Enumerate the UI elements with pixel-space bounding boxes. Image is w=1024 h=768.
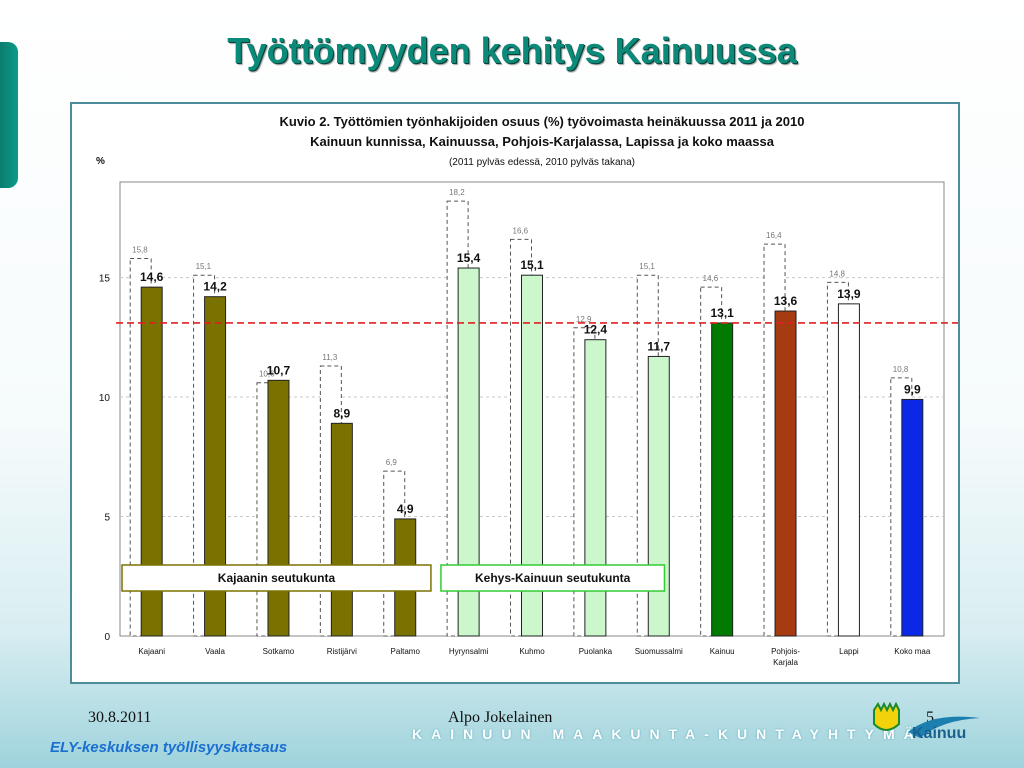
data-label-2010: 10,8 xyxy=(893,365,909,374)
bar-2011 xyxy=(584,339,607,637)
x-tick-label: Kainuu xyxy=(710,647,735,656)
footer-series-name: ELY-keskuksen työllisyyskatsaus xyxy=(50,739,288,756)
y-tick-label: 5 xyxy=(104,513,110,524)
chart-panel: Kuvio 2. Työttömien työnhakijoiden osuus… xyxy=(70,102,960,684)
x-tick-label: Vaala xyxy=(205,647,225,656)
bar-2011 xyxy=(901,398,924,637)
data-label-2011: 15,4 xyxy=(457,251,481,265)
bar-2011 xyxy=(837,303,860,637)
data-label-2011: 13,6 xyxy=(774,294,798,308)
slide-title: Työttömyyden kehitys Kainuussa xyxy=(227,30,797,71)
data-label-2010: 14,6 xyxy=(703,274,719,283)
y-axis-label: % xyxy=(96,156,105,167)
data-label-2011: 4,9 xyxy=(397,502,414,516)
x-tick-label: Suomussalmi xyxy=(635,647,683,656)
bar-2011 xyxy=(521,274,543,637)
bar-2011 xyxy=(457,267,480,637)
chart-title-line-1: Kuvio 2. Työttömien työnhakijoiden osuus… xyxy=(280,114,805,129)
bar-2011 xyxy=(330,422,353,637)
data-label-2011: 14,6 xyxy=(140,270,164,284)
data-label-2010: 6,9 xyxy=(386,458,398,467)
data-label-2010: 16,6 xyxy=(513,226,529,235)
y-tick-label: 10 xyxy=(99,393,111,404)
x-tick-label: Kuhmo xyxy=(519,647,545,656)
x-tick-label: Ristijärvi xyxy=(327,647,357,656)
chart-subtitle: (2011 pylväs edessä, 2010 pylväs takana) xyxy=(449,157,635,168)
group-label-kajaani: Kajaanin seutukunta xyxy=(218,571,336,585)
data-label-2011: 15,1 xyxy=(520,258,544,272)
x-tick-label: Koko maa xyxy=(894,647,931,656)
footer-author: Alpo Jokelainen xyxy=(448,709,553,726)
bar-2011 xyxy=(711,322,734,637)
data-label-2010: 15,1 xyxy=(639,262,655,271)
x-tick-label: Karjala xyxy=(773,658,798,667)
x-tick-label: Sotkamo xyxy=(263,647,295,656)
data-label-2011: 9,9 xyxy=(904,382,921,396)
group-box-kehys xyxy=(440,564,666,592)
data-label-2010: 15,1 xyxy=(196,262,212,271)
y-tick-label: 15 xyxy=(99,274,111,285)
bar-2011 xyxy=(204,296,227,637)
bar-2011 xyxy=(774,310,797,637)
svg-text:Kainuu: Kainuu xyxy=(912,725,966,742)
bar-2011 xyxy=(647,355,670,637)
footer-date: 30.8.2011 xyxy=(88,709,152,726)
x-tick-label: Kajaani xyxy=(138,647,165,656)
data-label-2010: 15,8 xyxy=(132,245,148,254)
x-tick-label: Puolanka xyxy=(579,647,613,656)
data-label-2011: 11,7 xyxy=(647,339,670,353)
data-label-2011: 13,1 xyxy=(710,306,734,320)
data-label-2011: 13,9 xyxy=(837,287,861,301)
data-label-2010: 18,2 xyxy=(449,188,465,197)
x-tick-label: Hyrynsalmi xyxy=(449,647,489,656)
x-tick-label: Pohjois- xyxy=(771,647,800,656)
data-label-2010: 14,8 xyxy=(829,269,845,278)
data-label-2010: 16,4 xyxy=(766,231,782,240)
data-label-2011: 10,7 xyxy=(267,363,291,377)
group-label-kehys: Kehys-Kainuun seutukunta xyxy=(475,571,631,585)
data-label-2010: 11,3 xyxy=(322,353,338,362)
data-label-2010: 10,6 xyxy=(259,370,275,379)
page-number: 5 xyxy=(926,709,934,726)
data-label-2011: 8,9 xyxy=(334,406,351,420)
x-tick-label: Paltamo xyxy=(391,647,421,656)
chart-title-line-2: Kainuun kunnissa, Kainuussa, Pohjois-Kar… xyxy=(310,134,775,149)
x-tick-label: Lappi xyxy=(839,647,859,656)
bar-2011 xyxy=(140,286,163,637)
unemployment-bar-chart: Kuvio 2. Työttömien työnhakijoiden osuus… xyxy=(96,114,958,667)
group-box-kajaani xyxy=(121,564,432,592)
bar-2011 xyxy=(267,379,290,637)
organization-name: KAINUUN MAAKUNTA-KUNTAYHTYMÄ xyxy=(412,726,923,742)
y-tick-label: 0 xyxy=(104,632,110,643)
side-accent-tab xyxy=(0,42,18,188)
data-label-2011: 14,2 xyxy=(203,280,227,294)
data-label-2011: 12,4 xyxy=(584,323,608,337)
kainuu-logo: Kainuu xyxy=(873,702,980,742)
data-label-2010: 12,9 xyxy=(576,315,592,324)
